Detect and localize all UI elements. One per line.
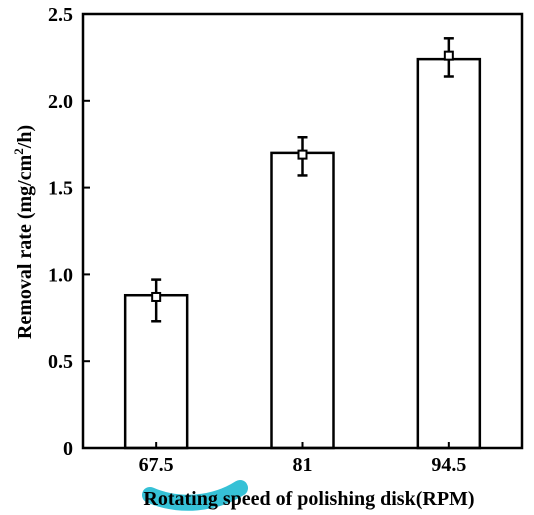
data-point-marker bbox=[443, 50, 454, 61]
y-axis-title: Removal rate (mg/cm2/h) bbox=[11, 125, 36, 339]
y-tick-label: 1.5 bbox=[48, 178, 73, 200]
y-tick-label: 2.0 bbox=[48, 91, 73, 113]
y-tick-label: 1.0 bbox=[48, 264, 73, 286]
bar bbox=[270, 151, 335, 450]
y-tick-label: 2.5 bbox=[48, 4, 73, 26]
y-tick-label: 0 bbox=[63, 438, 73, 460]
watermark-swoosh bbox=[142, 480, 248, 511]
data-point-marker bbox=[151, 291, 162, 302]
x-tick-label: 81 bbox=[293, 454, 313, 476]
x-tick-label: 67.5 bbox=[139, 454, 174, 476]
data-point-marker bbox=[297, 149, 308, 160]
bar bbox=[416, 57, 482, 450]
x-axis-title: Rotating speed of polishing disk(RPM) bbox=[143, 488, 474, 510]
bars-layer bbox=[123, 37, 482, 450]
plot-frame bbox=[81, 12, 524, 450]
x-tick-label: 94.5 bbox=[431, 454, 466, 476]
y-tick-label: 0.5 bbox=[48, 351, 73, 373]
axes-layer: 67.5 81 94.5 0 0.5 1.0 1.5 2.0 2.5 bbox=[48, 4, 524, 476]
